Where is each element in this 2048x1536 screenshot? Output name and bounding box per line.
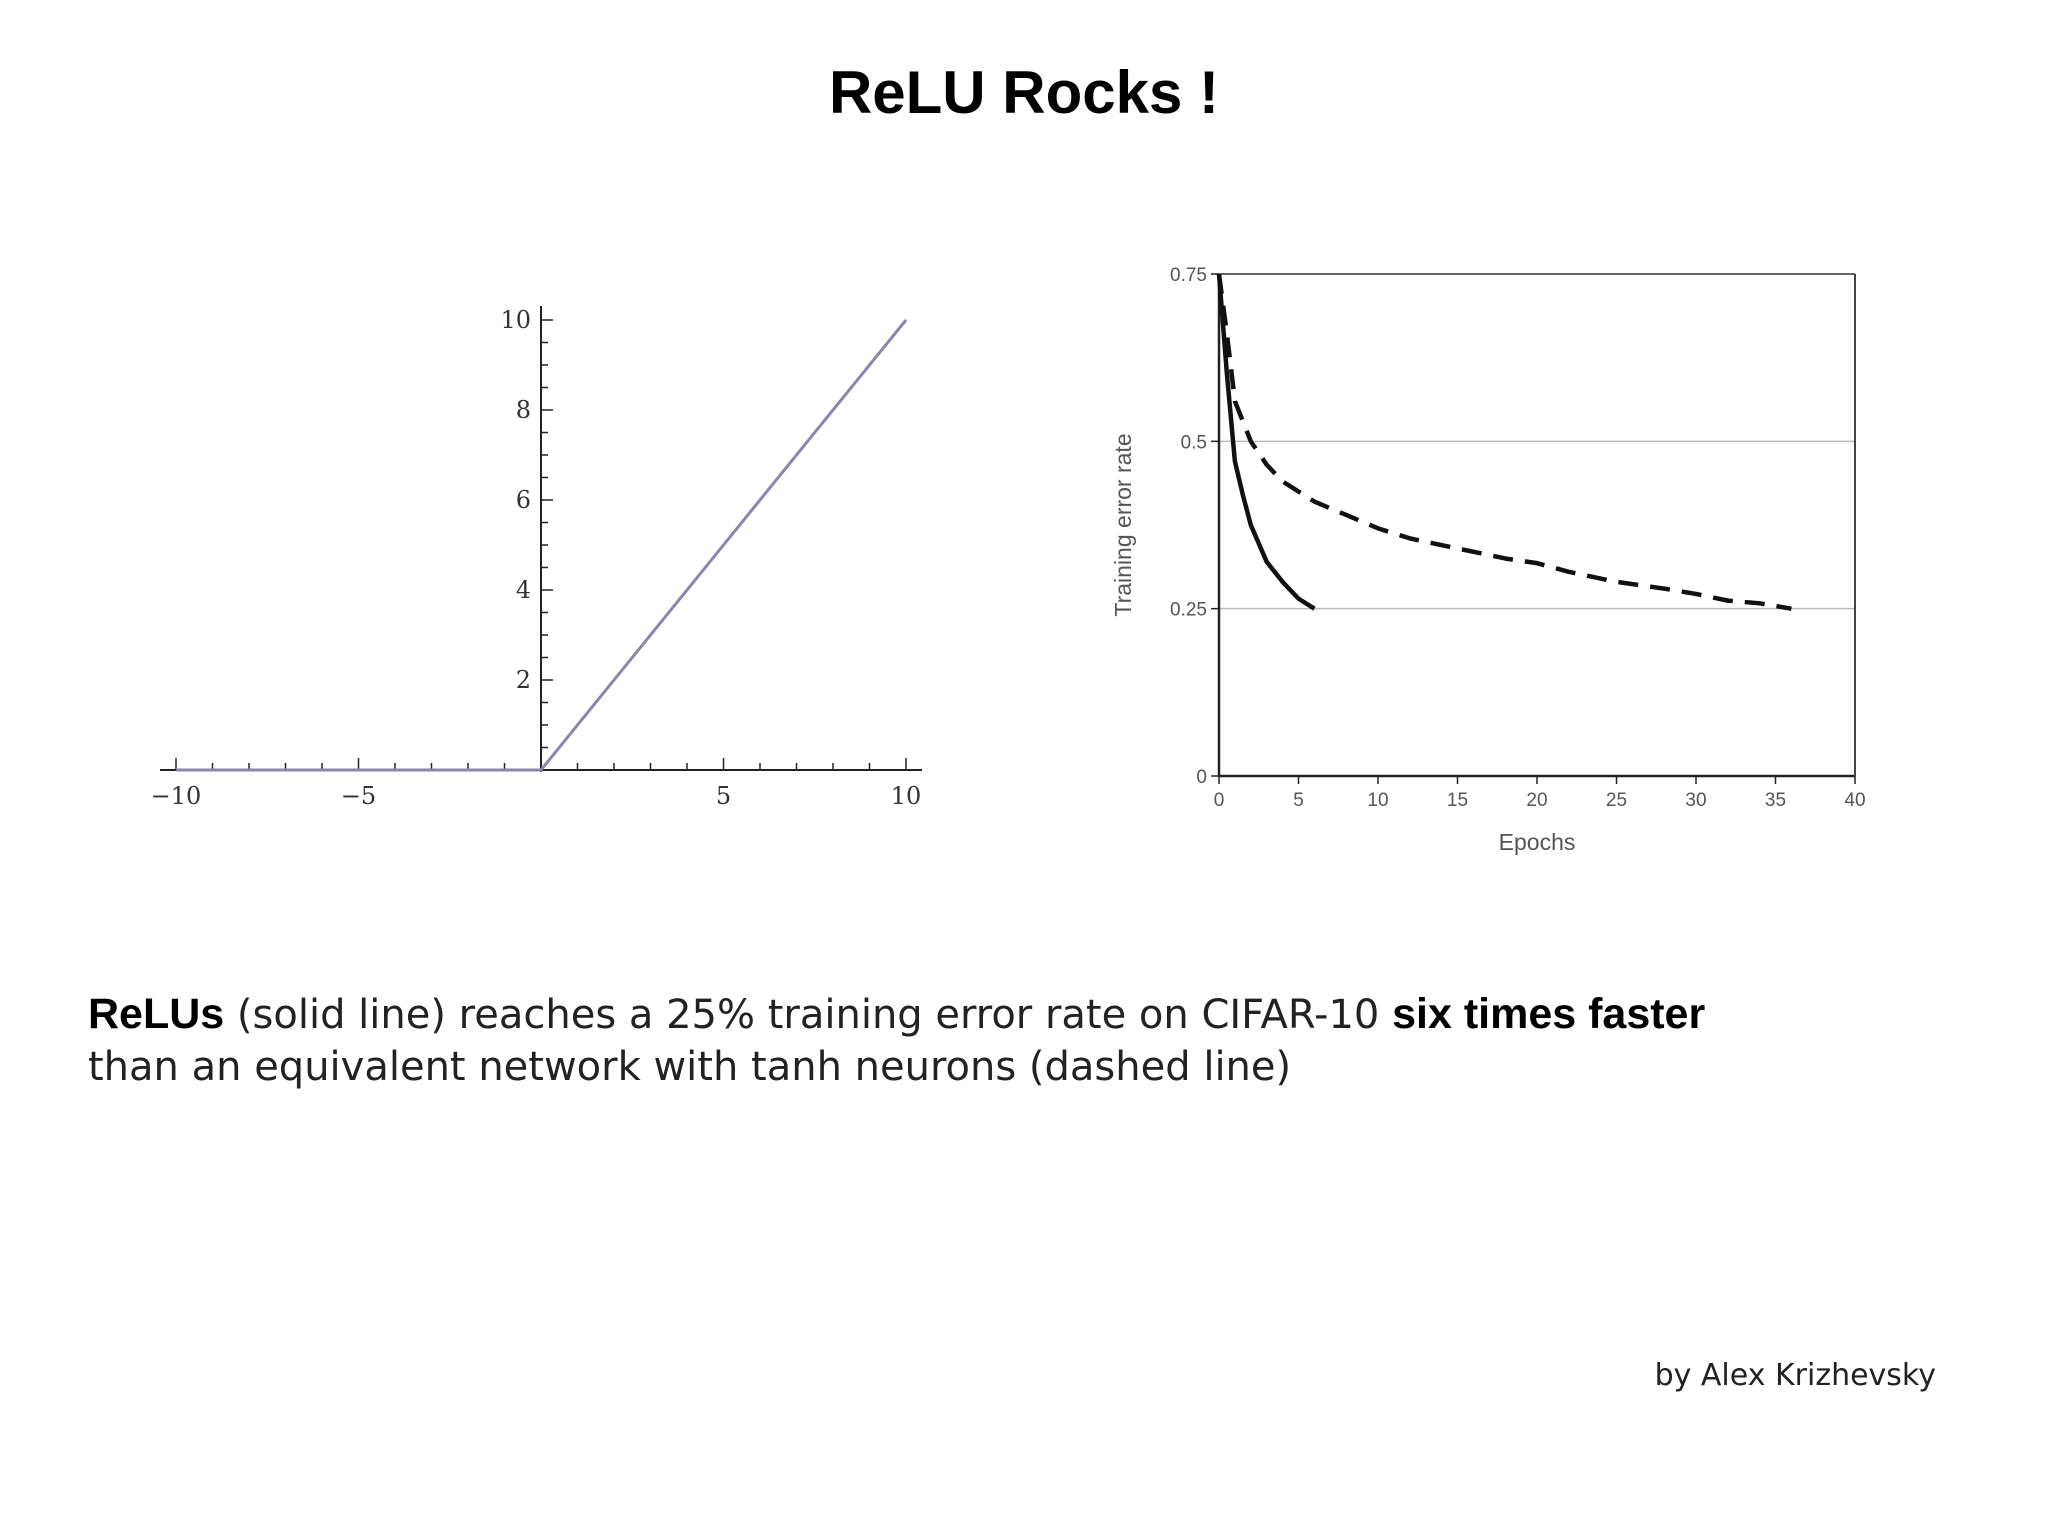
x-tick-label: 15 [1447,790,1468,811]
caption: ReLUs (solid line) reaches a 25% trainin… [88,988,1988,1093]
x-tick-label: 5 [716,782,731,810]
x-tick-label: 40 [1844,790,1865,811]
y-tick-label: 0 [1196,767,1207,788]
y-tick-label: 6 [516,486,531,514]
x-tick-label: 35 [1765,790,1786,811]
y-tick-label: 10 [500,306,531,334]
x-tick-label: 10 [891,782,922,810]
caption-text-2: than an equivalent network with tanh neu… [88,1044,1292,1090]
x-tick-label: 5 [1293,790,1304,811]
author-credit: by Alex Krizhevsky [1654,1358,1936,1393]
y-tick-label: 0.25 [1170,600,1207,621]
x-tick-label: −5 [341,782,376,810]
error-chart-series [1216,273,1792,611]
slide-title: ReLU Rocks ! [828,59,1220,126]
x-tick-label: 10 [1367,790,1388,811]
relu-ticks: −10 −5 5 10 2 4 6 8 10 [151,306,922,810]
caption-text-1: (solid line) reaches a 25% training erro… [224,992,1393,1038]
y-axis-label: Training error rate [1110,433,1136,616]
relu-line [176,319,908,772]
x-axis-label: Epochs [1499,829,1576,855]
y-tick-label: 2 [516,666,531,694]
error-chart-axes [1217,274,1856,778]
y-tick-label: 8 [516,396,531,424]
caption-bold-faster: six times faster [1392,990,1706,1038]
caption-bold-relus: ReLUs [88,990,225,1038]
relu-solid-line [1216,273,1316,611]
y-tick-label: 0.5 [1181,432,1207,453]
error-chart-ticks: 0 5 10 15 20 25 30 35 40 0 0.25 0.5 0.75 [1170,265,1866,811]
relu-series [176,319,908,772]
y-tick-label: 0.75 [1170,265,1207,286]
x-tick-label: 25 [1606,790,1627,811]
training-error-chart: 0 5 10 15 20 25 30 35 40 0 0.25 0.5 0.75 Epochs Trai… [1110,265,1866,855]
x-tick-label: 20 [1526,790,1547,811]
error-chart-gridlines [1219,273,1855,610]
x-tick-label: −10 [151,782,202,810]
y-tick-label: 4 [516,576,531,604]
x-tick-label: 30 [1685,790,1706,811]
relu-function-chart: −10 −5 5 10 2 4 6 8 10 [151,306,922,810]
x-tick-label: 0 [1214,790,1225,811]
